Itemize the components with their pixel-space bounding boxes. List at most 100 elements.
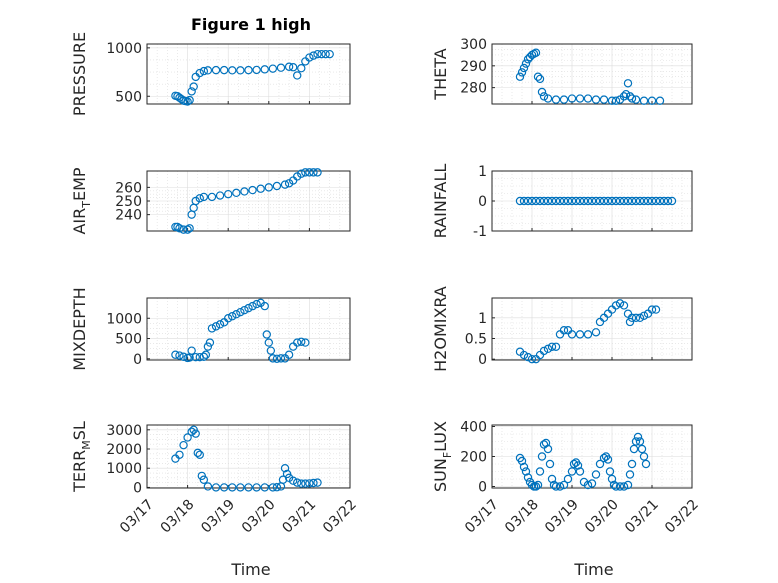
data-point <box>199 66 209 76</box>
data-point <box>567 467 577 476</box>
data-point <box>659 196 669 206</box>
data-point <box>211 483 221 492</box>
y-tick-label: 500 <box>115 89 142 105</box>
data-point <box>244 303 253 313</box>
data-point <box>575 467 585 476</box>
y-tick-label: 2000 <box>106 442 142 458</box>
data-point <box>280 180 290 189</box>
y-tick-label: 1 <box>478 311 487 327</box>
data-point <box>240 187 249 196</box>
data-point <box>175 351 184 360</box>
data-point <box>591 196 601 206</box>
data-point <box>635 437 645 446</box>
y-tick-label: 250 <box>115 194 142 210</box>
x-axis-label-right: Time <box>573 560 613 579</box>
data-point <box>663 196 673 206</box>
data-point <box>619 196 629 206</box>
data-point <box>603 455 613 464</box>
data-point <box>599 196 609 206</box>
data-point <box>199 192 209 202</box>
data-point <box>523 352 533 362</box>
data-point <box>611 96 621 105</box>
data-point <box>280 464 290 473</box>
data-point <box>201 350 211 359</box>
data-point <box>215 320 225 329</box>
data-point <box>609 480 619 490</box>
data-point <box>195 68 204 78</box>
data-point <box>639 452 649 461</box>
y-axis-label: RAINFALL <box>431 164 450 239</box>
data-point <box>260 65 269 74</box>
data-point <box>587 479 597 488</box>
data-point <box>549 480 559 490</box>
data-point <box>627 313 637 323</box>
data-point <box>539 92 549 101</box>
data-point <box>615 299 625 308</box>
data-point <box>232 188 241 198</box>
data-point <box>193 448 202 458</box>
data-point <box>293 71 302 80</box>
data-point <box>175 224 184 233</box>
data-point <box>559 480 569 490</box>
data-point <box>631 196 641 206</box>
data-point <box>583 94 593 103</box>
data-point <box>195 450 204 459</box>
data-point <box>615 482 625 491</box>
data-point <box>236 307 245 317</box>
data-point <box>639 96 649 105</box>
data-point <box>179 440 188 450</box>
y-tick-label: 0 <box>133 480 142 496</box>
y-tick-label: -1 <box>473 224 487 240</box>
data-point <box>563 196 573 206</box>
data-point <box>625 317 635 327</box>
y-axis-label: SUNFLUX <box>431 421 454 492</box>
y-tick-label: 280 <box>460 81 487 97</box>
data-point <box>523 196 533 206</box>
data-point <box>256 184 265 193</box>
data-point <box>301 479 310 488</box>
data-point <box>611 482 621 491</box>
y-axis-label: MIXDEPTH <box>70 287 89 370</box>
data-point <box>607 96 617 105</box>
data-point <box>621 89 631 99</box>
data-point <box>252 483 261 492</box>
data-point <box>551 95 561 104</box>
data-point <box>297 479 306 488</box>
data-point <box>199 352 209 361</box>
y-tick-label: 1 <box>478 164 487 180</box>
data-point <box>187 427 196 436</box>
data-point <box>301 338 310 347</box>
data-point <box>619 301 629 310</box>
data-point <box>244 483 253 492</box>
axes-box <box>146 424 351 489</box>
data-point <box>567 94 577 103</box>
data-point <box>305 53 314 62</box>
data-point <box>175 450 184 459</box>
data-point <box>569 459 579 469</box>
data-point <box>519 350 529 360</box>
data-point <box>555 482 565 491</box>
data-point <box>567 196 577 206</box>
data-point <box>262 330 271 339</box>
data-point <box>268 483 278 492</box>
data-point <box>623 196 633 206</box>
data-point <box>317 49 326 59</box>
subplot-1: 500 1000 PRESSURE <box>70 32 351 116</box>
data-point <box>607 474 617 484</box>
data-point <box>519 63 529 73</box>
y-tick-label: 3000 <box>106 423 142 439</box>
data-point <box>515 72 525 81</box>
data-point <box>293 478 302 487</box>
data-point <box>541 438 551 448</box>
data-point <box>625 470 635 479</box>
data-point <box>205 338 215 347</box>
data-point <box>276 354 286 363</box>
data-point <box>183 433 192 442</box>
data-point <box>278 475 288 484</box>
data-point <box>627 459 637 469</box>
data-point <box>651 196 661 206</box>
data-point <box>543 344 553 354</box>
data-point <box>309 51 318 60</box>
